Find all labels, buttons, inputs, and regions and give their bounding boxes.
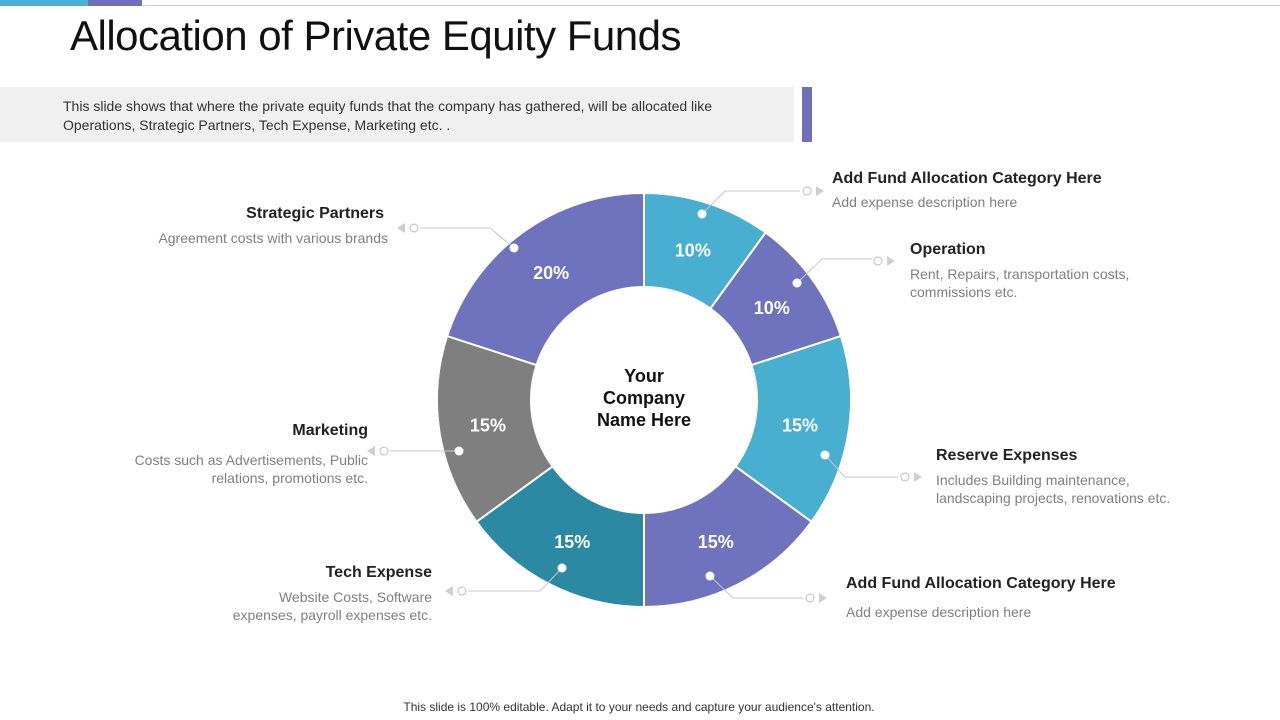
- callout-arrow-icon-4: [445, 586, 453, 596]
- callout-leader-line-3: [709, 575, 803, 599]
- footer-note: This slide is 100% editable. Adapt it to…: [403, 700, 875, 714]
- donut-slice-1-value-label: 10%: [754, 298, 790, 318]
- callout-dot-5: [454, 446, 464, 456]
- callout-dot-1: [792, 278, 802, 288]
- callout-leader-line-4: [468, 567, 563, 592]
- slice-4-title: Tech Expense: [325, 564, 432, 581]
- callout-end-ring-4: [457, 586, 467, 596]
- callout-leader-line-2: [824, 454, 898, 478]
- callout-dot-3: [705, 571, 715, 581]
- donut-slice-3-value-label: 15%: [698, 532, 734, 552]
- callout-arrow-icon-5: [367, 446, 375, 456]
- callout-arrow-icon-3: [819, 593, 827, 603]
- slice-0-description: Add expense description here: [832, 194, 1018, 210]
- description-text: This slide shows that where the private …: [63, 98, 713, 133]
- callout-arrow-icon-2: [914, 472, 922, 482]
- top-divider-line: [0, 5, 1280, 6]
- top-accent-bar-purple: [88, 0, 142, 6]
- slice-3-description: Add expense description here: [846, 604, 1032, 620]
- callout-end-ring-5: [379, 446, 389, 456]
- donut-slice-4-value-label: 15%: [554, 532, 590, 552]
- donut-slice-5-value-label: 15%: [470, 416, 506, 436]
- donut-slice-6-value-label: 20%: [533, 263, 569, 283]
- donut-slice-6: [445, 191, 645, 367]
- callout-leader-line-0: [701, 190, 800, 215]
- slice-0-title: Add Fund Allocation Category Here: [832, 170, 1102, 187]
- callout-arrow-icon-0: [816, 186, 824, 196]
- callout-dot-0: [697, 209, 707, 219]
- description-accent-bar: [802, 87, 812, 142]
- slice-4-description: Website Costs, Software expenses, payrol…: [232, 589, 432, 623]
- callout-leader-line-6: [420, 227, 515, 249]
- slice-1-description: Rent, Repairs, transportation costs, com…: [910, 266, 1130, 300]
- callout-end-ring-3: [805, 593, 815, 603]
- slice-2-title: Reserve Expenses: [936, 447, 1078, 464]
- callout-arrow-icon-6: [397, 223, 405, 233]
- callout-dot-4: [557, 563, 567, 573]
- slice-6-description: Agreement costs with various brands: [158, 230, 388, 246]
- donut-slice-2-value-label: 15%: [782, 416, 818, 436]
- callout-dot-6: [509, 243, 519, 253]
- slice-1-title: Operation: [910, 241, 986, 258]
- slice-5-title: Marketing: [292, 422, 368, 439]
- slice-3-title: Add Fund Allocation Category Here: [846, 575, 1116, 592]
- callout-end-ring-1: [873, 256, 883, 266]
- callout-leader-line-1: [796, 258, 872, 284]
- callout-arrow-icon-1: [887, 256, 895, 266]
- callout-dot-2: [820, 450, 830, 460]
- callout-end-ring-2: [900, 472, 910, 482]
- slice-2-description: Includes Building maintenance, landscapi…: [936, 472, 1171, 506]
- slice-5-description: Costs such as Advertisements, Public rel…: [134, 452, 368, 486]
- top-accent-bar-blue: [0, 0, 88, 6]
- description-box: This slide shows that where the private …: [0, 87, 794, 142]
- callout-end-ring-0: [802, 186, 812, 196]
- callout-end-ring-6: [409, 223, 419, 233]
- center-company-label: Your Company Name Here: [597, 366, 691, 430]
- page-title: Allocation of Private Equity Funds: [70, 12, 682, 59]
- slice-6-title: Strategic Partners: [246, 205, 384, 222]
- donut-slice-0-value-label: 10%: [675, 241, 711, 261]
